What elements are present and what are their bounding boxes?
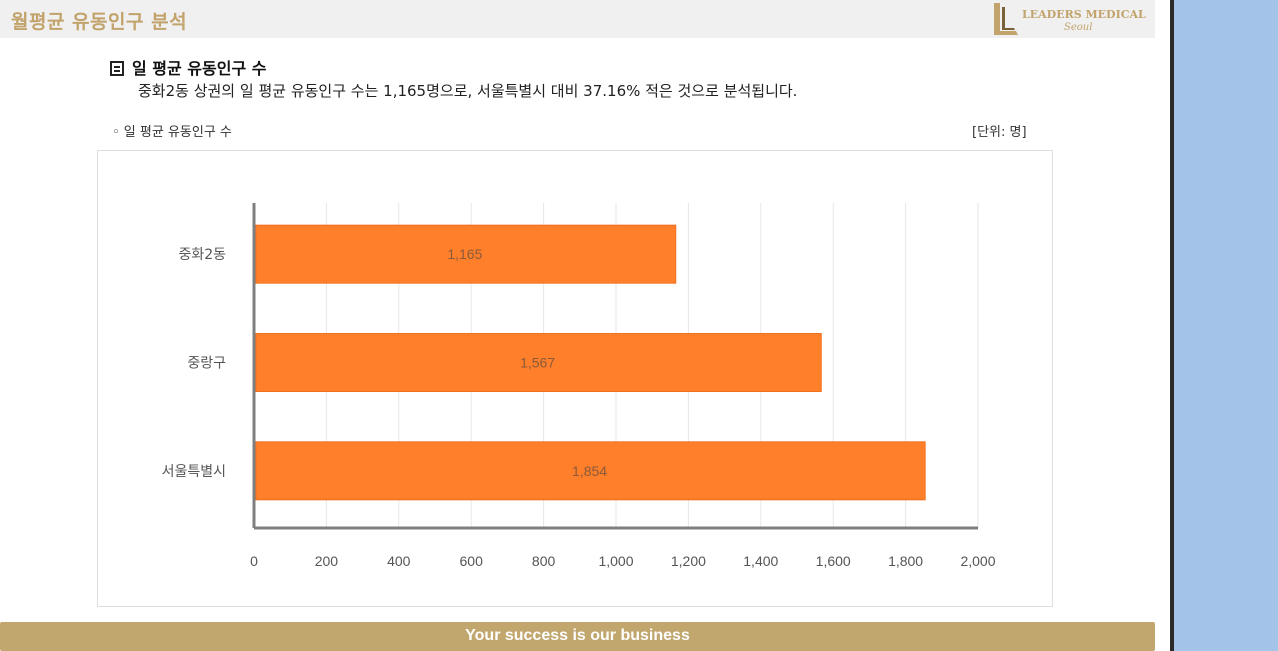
header-bar: 월평균 유동인구 분석 LEADERS MEDICAL Seoul: [0, 0, 1155, 38]
section-heading-text: 일 평균 유동인구 수: [132, 59, 267, 78]
category-label: 서울특별시: [162, 464, 226, 480]
logo-text: LEADERS MEDICAL: [1022, 8, 1146, 21]
bar: [255, 441, 926, 501]
x-tick-label: 400: [387, 553, 411, 569]
chart-unit: [단위: 명]: [972, 125, 1027, 140]
logo-subtext: Seoul: [1064, 22, 1093, 33]
category-label: 중화2동: [178, 247, 226, 263]
footer-bar: Your success is our business: [0, 622, 1155, 651]
chart-canvas: 0 200 400 600 800 1,000 1,200 1,400 1,600 1,800 2,…: [162, 203, 996, 569]
x-tick-label: 800: [532, 553, 556, 569]
footer-slogan: Your success is our business: [465, 627, 690, 644]
x-tick-label: 1,400: [743, 553, 778, 569]
bar-value-label: 1,854: [572, 463, 607, 479]
section-description: 중화2동 상권의 일 평균 유동인구 수는 1,165명으로, 서울특별시 대비…: [138, 82, 798, 100]
page-title: 월평균 유동인구 분석: [11, 11, 188, 33]
bar: [255, 333, 822, 392]
side-panel: [1174, 0, 1278, 651]
x-tick-label: 1,000: [598, 553, 633, 569]
right-gutter: [1155, 0, 1173, 651]
bar-value-label: 1,567: [520, 355, 555, 371]
x-tick-label: 2,000: [960, 553, 995, 569]
category-label: 중랑구: [187, 356, 226, 372]
company-logo: LEADERS MEDICAL Seoul: [990, 1, 1150, 37]
bar: [255, 224, 677, 284]
bar-value-label: 1,165: [447, 246, 482, 262]
x-tick-label: 1,600: [816, 553, 851, 569]
x-tick-label: 200: [315, 553, 339, 569]
chart-label: ◦ 일 평균 유동인구 수: [112, 125, 232, 140]
panel-divider: [1170, 0, 1174, 651]
section-heading: 일 평균 유동인구 수: [110, 55, 266, 79]
document-icon: [110, 61, 124, 76]
x-tick-label: 1,800: [888, 553, 923, 569]
logo-mark-icon: [994, 3, 1018, 35]
x-tick-label: 600: [460, 553, 484, 569]
x-tick-label: 1,200: [671, 553, 706, 569]
bar-chart: 0 200 400 600 800 1,000 1,200 1,400 1,600 1,800 2,…: [97, 150, 1053, 607]
x-tick-label: 0: [250, 553, 258, 569]
